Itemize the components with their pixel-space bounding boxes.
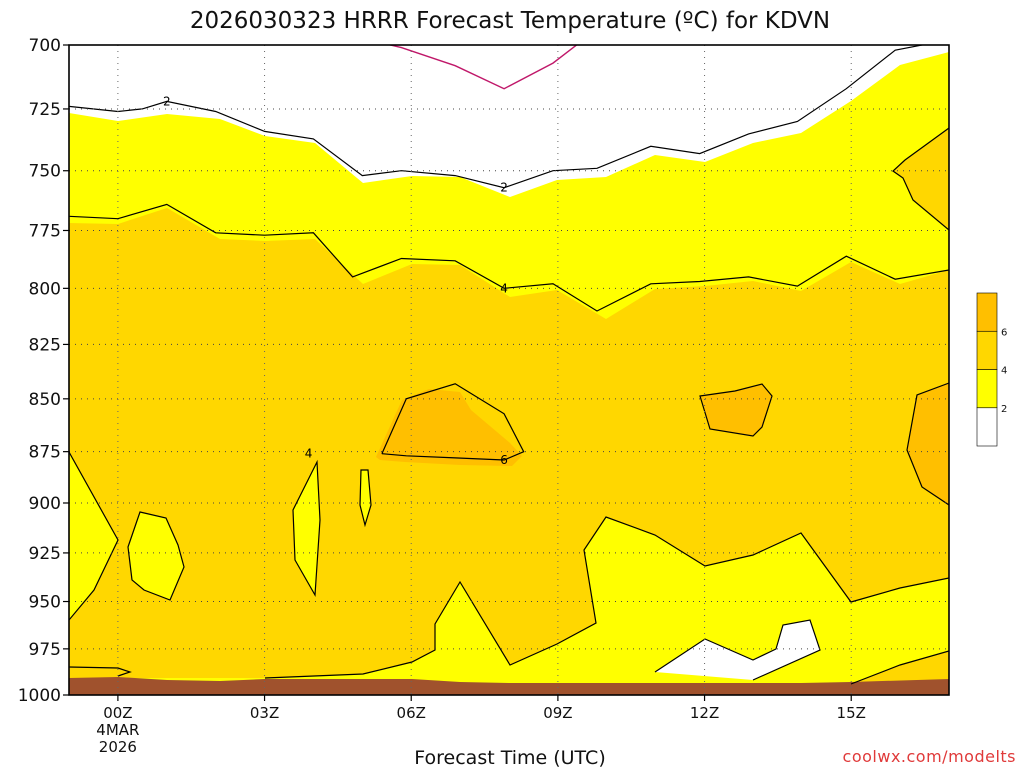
contour-label-2: 2 [500,181,508,195]
y-tick-label-975: 975 [29,640,61,660]
contour-pocket-c [292,459,321,598]
colorbar-label-6: 6 [1001,327,1007,338]
fill-pocket-b [128,512,184,600]
contour-label-4: 4 [305,447,313,461]
contour-4-lower [264,516,949,679]
y-tick-label-900: 900 [29,494,61,514]
colorbar-segment-4-6 [976,330,998,370]
y-tick-label-950: 950 [29,593,61,613]
contour-label-2: 2 [163,94,171,108]
plot-frame [68,44,950,696]
y-tick-label-725: 725 [29,100,61,120]
contour-label-4: 4 [500,281,508,295]
colorbar-segment-2-4 [976,369,998,409]
contour-line-0 [387,45,578,90]
contour-line-2 [69,45,926,189]
y-tick-label-800: 800 [29,279,61,299]
colorbar: 2 4 6 [976,292,1007,447]
colorbar-segment-0-2 [976,407,998,447]
x-axis-label: Forecast Time (UTC) [414,747,605,768]
fill-region-6-8-a [376,389,522,466]
colorbar-label-4: 4 [1001,366,1007,377]
contour-sfc-left [69,666,132,677]
contour-pocket-a [69,451,119,621]
contour-pocket-b [127,511,185,601]
y-axis: 700 725 750 775 800 825 850 875 900 925 950 975 1000 [18,36,69,706]
chart-title: 2026030323 HRRR Forecast Temperature (ºC… [190,8,830,34]
contour-layer [69,45,949,461]
x-tick-label-03Z: 03Z [250,704,279,722]
y-tick-label-825: 825 [29,335,61,355]
grid [69,44,949,696]
fill-pocket-a [69,452,118,620]
y-tick-label-750: 750 [29,162,61,182]
y-tick-label-775: 775 [29,221,61,241]
contour-2-sfc [654,619,821,681]
y-tick-label-875: 875 [29,443,61,463]
credit-text: coolwx.com/modelts [843,747,1016,766]
x-tick-label-15Z: 15Z [837,704,866,722]
contour-labels: 2 2 4 4 6 [163,94,508,467]
extra-contours [69,127,949,685]
y-tick-label-700: 700 [29,36,61,56]
y-tick-label-925: 925 [29,544,61,564]
x-tick-label-00Z: 00Z [103,704,132,722]
fill-pocket-d [360,470,371,525]
fill-pocket-c [293,462,320,595]
fill-region-below-2-sfc [655,620,820,680]
contour-pocket-d [359,469,372,528]
colorbar-label-2: 2 [1001,404,1007,415]
fill-sfc-strip [69,667,130,677]
x-tick-label-12Z: 12Z [690,704,719,722]
contour-line-6 [381,383,525,461]
contour-6-c [906,382,949,506]
fill-region-6-8-d [893,128,949,230]
colorbar-segment-6-8 [976,292,998,332]
x-date-line-1: 2026 [99,738,137,756]
plot-area [69,45,949,695]
contour-sfc-right [850,650,949,685]
fill-region-6-8-b [700,384,772,436]
contour-6-b [699,383,773,437]
contour-label-6: 6 [500,453,508,467]
fill-region-below-2 [69,45,949,197]
x-tick-label-06Z: 06Z [397,704,426,722]
x-date-line-0: 4MAR [96,721,139,739]
contour-line-4 [69,203,949,312]
x-tick-label-09Z: 09Z [543,704,572,722]
y-tick-label-1000: 1000 [18,686,61,706]
contour-6-d [892,127,949,231]
y-tick-label-850: 850 [29,390,61,410]
ground-surface [69,677,949,695]
